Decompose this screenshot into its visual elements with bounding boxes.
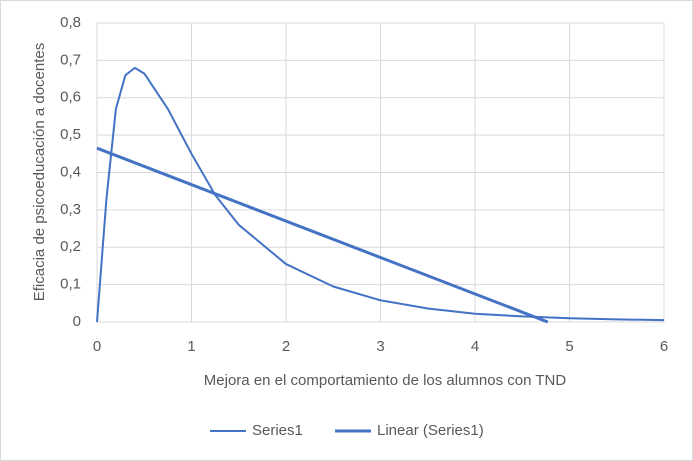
y-tick-label: 0,2: [60, 238, 81, 255]
y-tick-label: 0,3: [60, 201, 81, 218]
x-tick-label: 3: [376, 338, 384, 355]
y-axis-label: Eficacia de psicoeducación a docentes: [31, 43, 48, 302]
y-tick-label: 0: [73, 313, 81, 330]
y-tick-label: 0,6: [60, 89, 81, 106]
series-line: [96, 146, 549, 324]
x-axis-label: Mejora en el comportamiento de los alumn…: [204, 372, 567, 389]
y-tick-label: 0,8: [60, 14, 81, 31]
x-tick-label: 1: [187, 338, 195, 355]
x-tick-label: 2: [282, 338, 290, 355]
x-tick-label: 4: [471, 338, 479, 355]
series-line: [96, 66, 665, 323]
y-tick-label: 0,5: [60, 126, 81, 143]
legend-label: Linear (Series1): [377, 422, 484, 439]
x-tick-label: 5: [565, 338, 573, 355]
y-tick-label: 0,1: [60, 276, 81, 293]
x-tick-label: 0: [93, 338, 101, 355]
legend-label: Series1: [252, 422, 303, 439]
x-tick-label: 6: [660, 338, 668, 355]
y-tick-label: 0,4: [60, 163, 81, 180]
y-tick-label: 0,7: [60, 51, 81, 68]
